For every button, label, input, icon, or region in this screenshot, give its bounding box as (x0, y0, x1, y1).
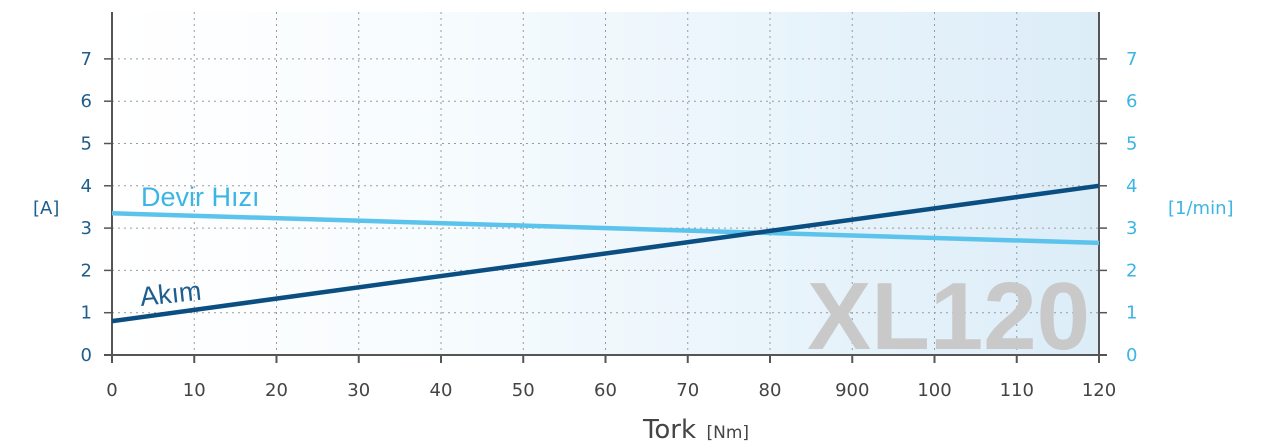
series-line-akim (111, 183, 1100, 324)
x-tick-label: 50 (512, 380, 535, 401)
series-lines (111, 183, 1100, 324)
x-tick-label: 120 (1082, 380, 1116, 401)
right-tick-label: 6 (1126, 91, 1137, 112)
left-tick-label: 3 (81, 218, 92, 239)
x-tick-label: 20 (265, 380, 288, 401)
x-tick-label: 0 (106, 380, 117, 401)
left-tick-label: 1 (81, 303, 92, 324)
x-axis-label: Tork [Nm] (642, 415, 749, 445)
series-label-devir-hizi: Devir Hızı (141, 182, 260, 212)
x-tick-label: 110 (1000, 380, 1034, 401)
x-tick-label: 40 (430, 380, 453, 401)
right-tick-label: 5 (1126, 134, 1137, 155)
x-tick-label: 10 (183, 380, 206, 401)
x-axis-title: Tork (642, 415, 696, 445)
x-tick-label: 900 (835, 380, 869, 401)
right-tick-label: 1 (1126, 303, 1137, 324)
tick-labels: 0 10 20 30 40 50 60 70 80 900 100 110 12001234567012… (81, 49, 1138, 401)
x-tick-label: 80 (759, 380, 782, 401)
series-line-devir-hizi (111, 211, 1100, 246)
right-tick-label: 0 (1126, 345, 1137, 366)
right-tick-label: 3 (1126, 218, 1137, 239)
x-tick-label: 100 (917, 380, 951, 401)
left-tick-label: 0 (81, 345, 92, 366)
left-axis-unit: [A] (33, 198, 59, 219)
x-tick-label: 30 (347, 380, 370, 401)
left-tick-label: 7 (81, 49, 92, 70)
axes (104, 12, 1107, 363)
right-tick-label: 4 (1126, 176, 1137, 197)
right-tick-label: 7 (1126, 49, 1137, 70)
left-tick-label: 6 (81, 91, 92, 112)
chart-watermark: XL120 (807, 263, 1090, 370)
left-tick-label: 2 (81, 260, 92, 281)
series-label-akim: Akım (138, 276, 202, 312)
x-tick-label: 60 (594, 380, 617, 401)
left-tick-label: 5 (81, 134, 92, 155)
left-tick-label: 4 (81, 176, 92, 197)
x-axis-unit: [Nm] (707, 423, 750, 443)
x-tick-label: 70 (676, 380, 699, 401)
right-axis-unit: [1/min] (1168, 198, 1234, 219)
right-tick-label: 2 (1126, 260, 1137, 281)
